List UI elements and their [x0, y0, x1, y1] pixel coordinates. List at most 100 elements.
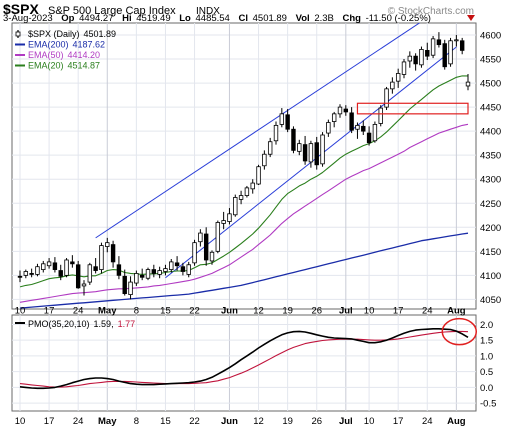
x-tick-label: 19 — [282, 416, 293, 427]
x-tick-label: 24 — [422, 306, 433, 317]
candle — [256, 164, 261, 185]
legend-label: EMA(20) 4514.87 — [28, 61, 100, 71]
candle — [331, 111, 337, 128]
candle-body — [64, 259, 69, 276]
change-label: Chg — [343, 13, 362, 24]
candle — [198, 229, 203, 247]
candle-body — [203, 233, 209, 261]
x-tick-label: 8 — [134, 416, 139, 427]
candle-body — [459, 40, 465, 51]
quote-date: 3-Aug-2023 — [3, 13, 53, 24]
candle-body — [349, 112, 354, 131]
candle — [64, 258, 69, 278]
candle-body — [302, 144, 308, 162]
candle — [291, 126, 296, 154]
candle — [46, 258, 52, 269]
candle-body — [238, 195, 244, 200]
candle — [209, 250, 215, 265]
x-tick-label: 10 — [15, 416, 26, 427]
volume-value: 2.3B — [314, 13, 334, 24]
y-tick-label: 4500 — [480, 79, 501, 90]
exchange-label: INDX — [196, 6, 220, 17]
support-box — [356, 102, 469, 115]
candle — [413, 53, 418, 71]
candle — [407, 51, 413, 68]
candle-body — [419, 49, 424, 66]
x-tick-label: 12 — [253, 416, 264, 427]
candle — [262, 150, 267, 170]
y-tick-label: -0.5 — [480, 399, 496, 410]
legend-label: PMO(35,20,10) 1.59, 1.77 — [28, 319, 135, 329]
candle-body — [320, 134, 325, 165]
candle — [343, 105, 349, 116]
candle — [81, 280, 87, 296]
legend-label: EMA(50) 4414.20 — [28, 50, 100, 60]
candle — [285, 109, 290, 133]
x-tick-label: 17 — [393, 306, 404, 317]
candle — [151, 264, 157, 278]
legend-name: $SPX (Daily) — [28, 29, 80, 39]
volume-label: Vol — [296, 13, 310, 24]
down-triangle-icon — [467, 15, 475, 21]
close-label: Cl — [238, 13, 248, 24]
candle-body — [46, 261, 52, 267]
candle-body — [250, 182, 255, 190]
x-tick-label: Jun — [221, 306, 238, 317]
low-value: 4485.54 — [196, 13, 230, 24]
candle — [448, 37, 453, 67]
candle-body — [23, 271, 29, 276]
legend-separator: , — [111, 319, 114, 329]
candle — [436, 32, 442, 48]
candle — [145, 267, 151, 281]
candle — [17, 270, 23, 283]
x-tick-label: 22 — [189, 306, 200, 317]
candle-body — [401, 61, 407, 75]
candle — [401, 59, 407, 79]
y-tick-label: 0.5 — [480, 367, 493, 378]
candle-body — [285, 114, 290, 130]
watermark: © StockCharts.com — [388, 6, 474, 17]
legend-name: PMO(35,20,10) — [28, 319, 90, 329]
x-tick-label: 26 — [311, 306, 322, 317]
candle — [192, 239, 197, 266]
y-tick-label: 1.5 — [480, 336, 493, 347]
candle-body — [75, 264, 81, 289]
x-tick-label: 15 — [160, 306, 171, 317]
candle — [308, 140, 314, 168]
candle — [419, 46, 424, 68]
legend-value: 1.77 — [118, 319, 136, 329]
y-tick-label: 1.0 — [480, 351, 493, 362]
candle — [186, 261, 191, 278]
candles — [17, 32, 471, 300]
y-tick-label: 4200 — [480, 223, 501, 234]
candle — [442, 39, 447, 70]
x-tick-label: Aug — [447, 416, 466, 427]
candle-body — [99, 245, 104, 270]
candle-body — [256, 166, 261, 185]
candle — [70, 255, 75, 268]
candle-body — [337, 106, 343, 115]
candle — [93, 258, 98, 274]
y-tick-label: 4550 — [480, 55, 501, 66]
candle-body — [29, 273, 34, 275]
candle — [465, 73, 471, 91]
legend-name: EMA(200) — [28, 40, 69, 50]
candle-body — [87, 264, 93, 283]
x-tick-label: 10 — [364, 416, 375, 427]
candle — [29, 268, 34, 278]
candle-body — [157, 270, 162, 275]
y-tick-label: 4450 — [480, 103, 501, 114]
candle-body — [145, 269, 151, 279]
candle — [163, 264, 168, 276]
legend-value: 4187.62 — [73, 40, 106, 50]
candle-body — [378, 107, 383, 124]
candle-body — [448, 40, 453, 65]
candle-body — [41, 263, 46, 270]
candle — [378, 105, 383, 127]
candle — [326, 119, 331, 137]
y-tick-label: 4600 — [480, 31, 501, 42]
candle-body — [58, 270, 63, 277]
price-grid — [12, 23, 476, 309]
